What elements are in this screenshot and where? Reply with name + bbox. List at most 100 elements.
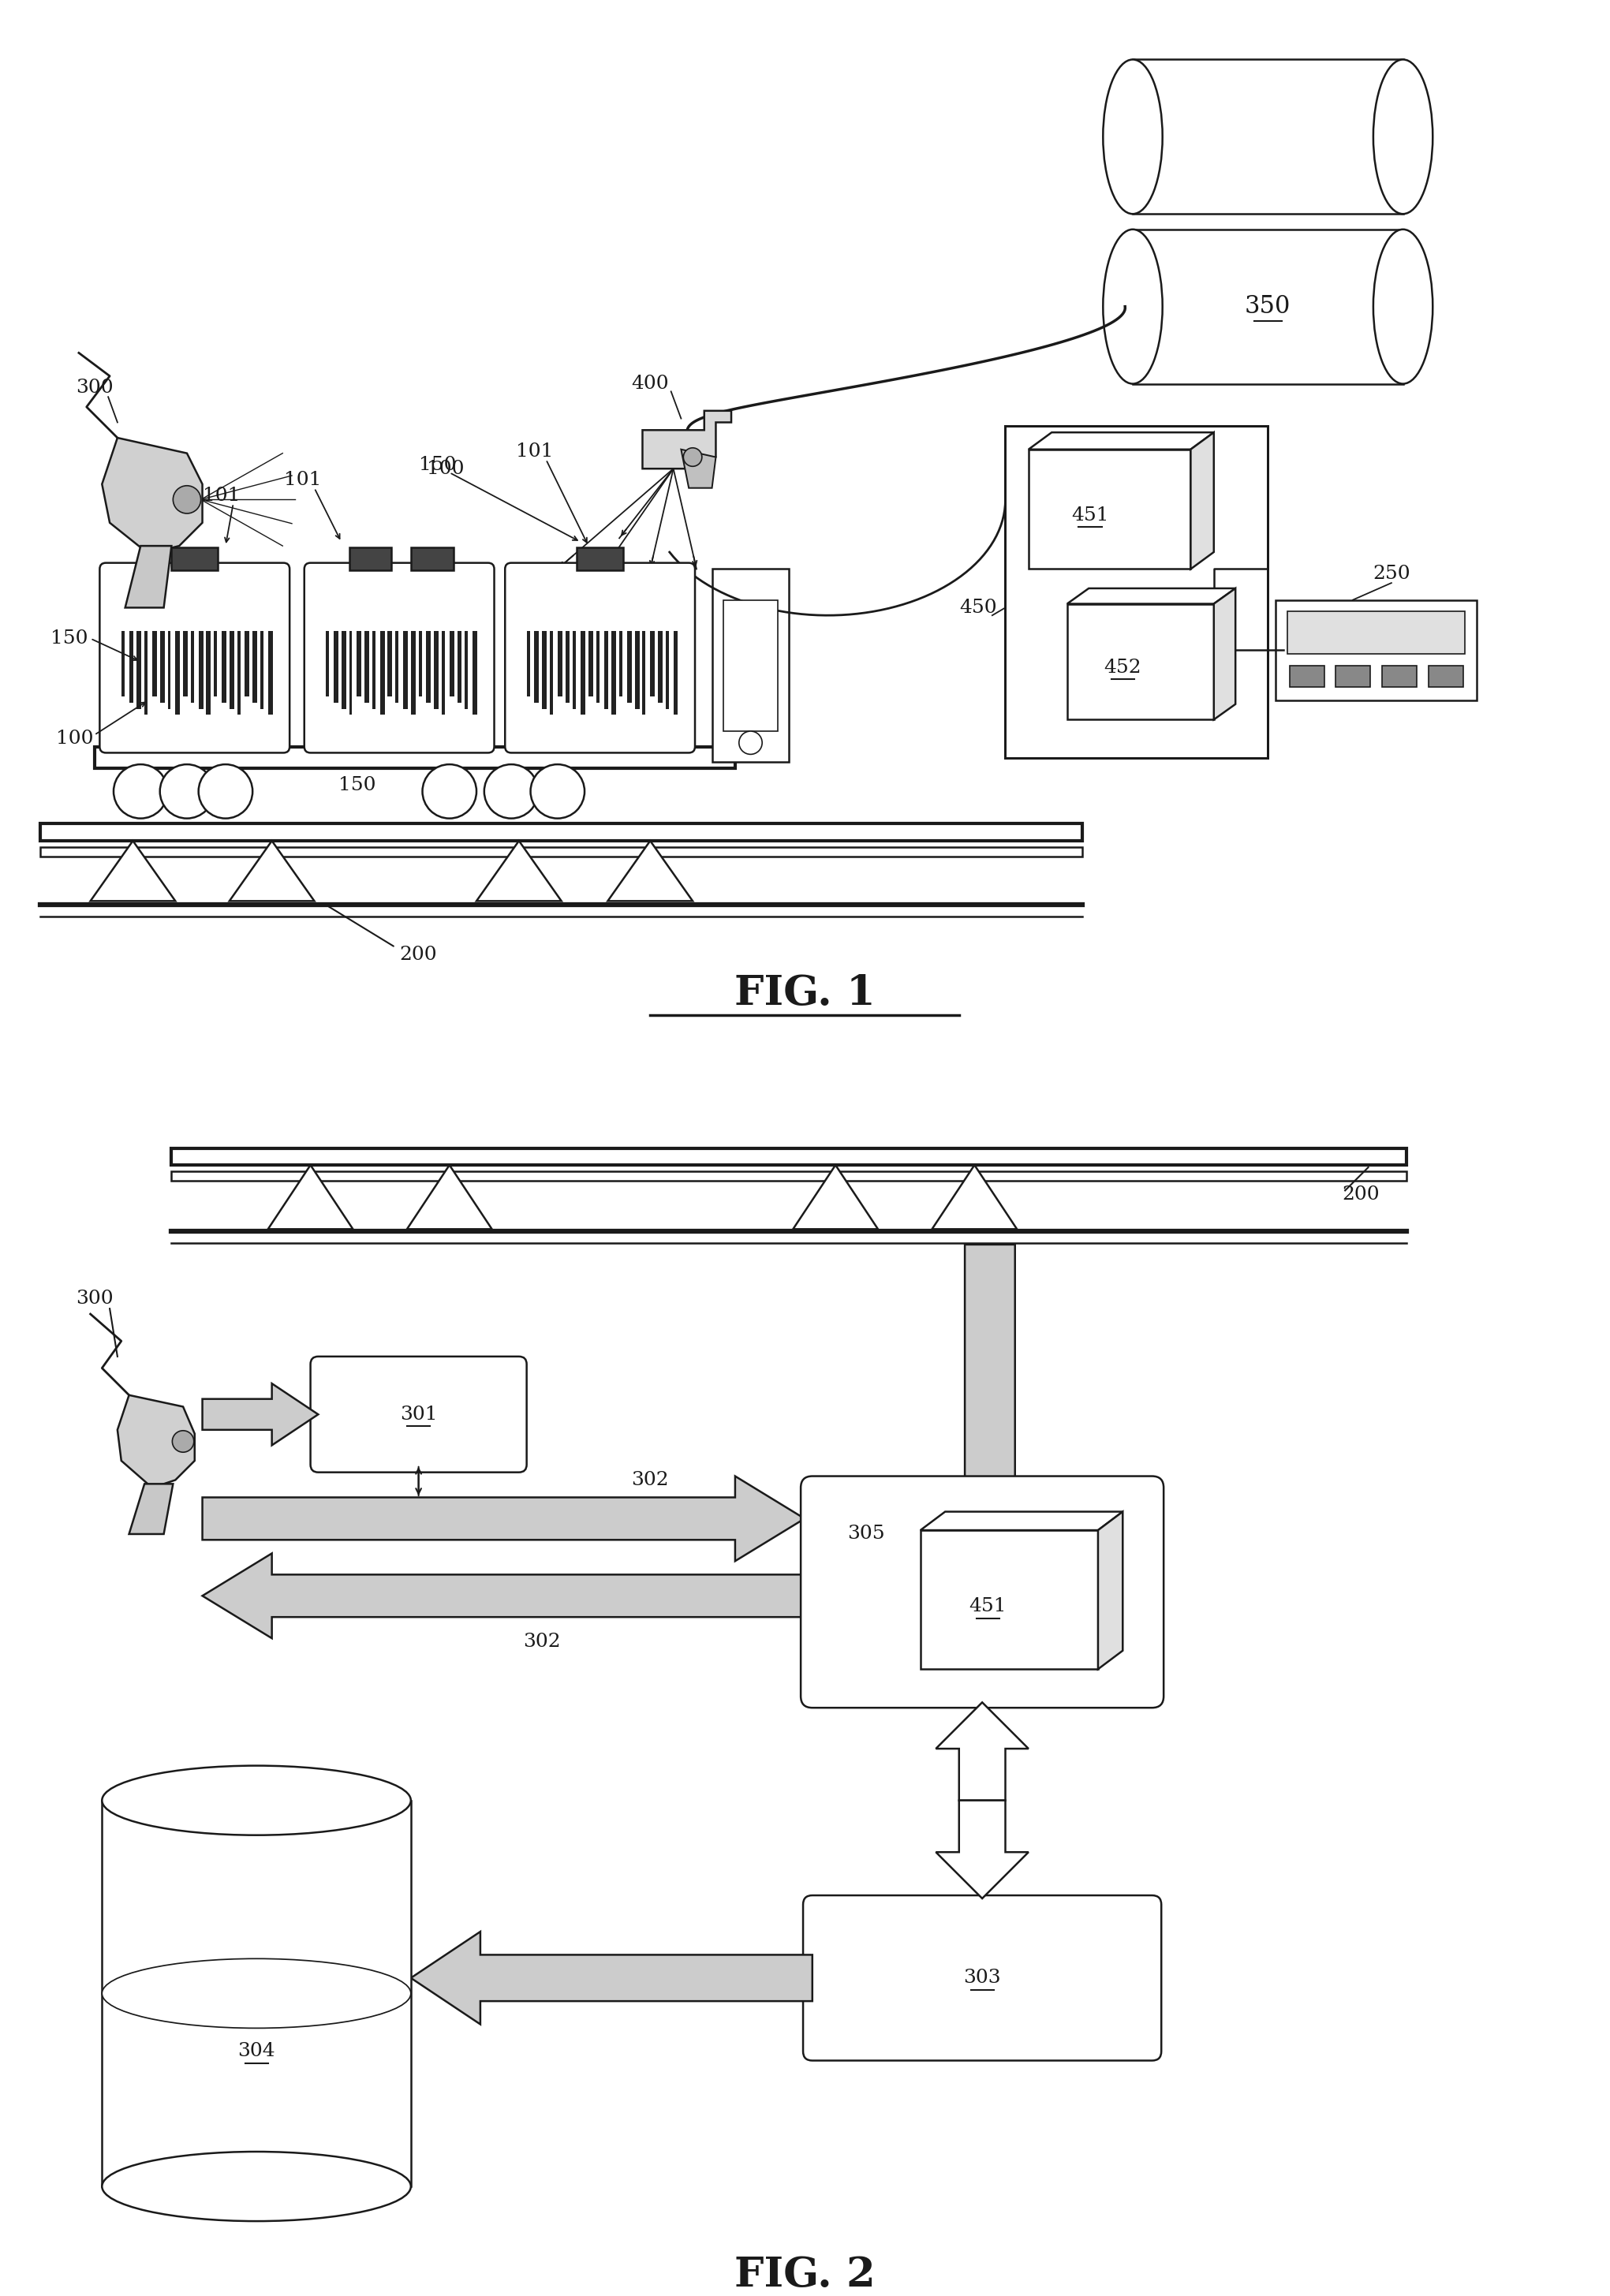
Bar: [1029, 450, 1191, 569]
FancyBboxPatch shape: [100, 563, 290, 753]
Bar: [465, 631, 469, 709]
Bar: [1428, 666, 1463, 687]
Bar: [40, 824, 1082, 840]
Polygon shape: [229, 840, 314, 900]
Text: 101: 101: [515, 443, 554, 461]
Ellipse shape: [172, 487, 201, 514]
Bar: [222, 631, 227, 703]
Text: 305: 305: [847, 1525, 886, 1543]
FancyBboxPatch shape: [311, 1357, 526, 1472]
Bar: [1005, 427, 1269, 758]
Bar: [658, 631, 663, 703]
Bar: [457, 631, 462, 703]
Polygon shape: [118, 1396, 195, 1488]
Bar: [1275, 599, 1476, 700]
Bar: [921, 1529, 1098, 1669]
Bar: [473, 631, 477, 714]
Ellipse shape: [1373, 60, 1433, 214]
Bar: [380, 631, 385, 714]
Text: 100: 100: [56, 730, 93, 748]
Bar: [581, 631, 586, 714]
Text: 451: 451: [969, 1598, 1006, 1616]
Bar: [576, 546, 623, 572]
Polygon shape: [203, 1554, 805, 1639]
Bar: [535, 631, 539, 703]
Text: 250: 250: [1373, 565, 1410, 583]
Bar: [267, 631, 272, 714]
Text: 200: 200: [399, 946, 438, 964]
Polygon shape: [1029, 432, 1214, 450]
Bar: [411, 546, 454, 572]
Bar: [573, 631, 576, 709]
Bar: [650, 631, 655, 696]
Bar: [95, 746, 736, 769]
Polygon shape: [1214, 588, 1235, 719]
Bar: [1290, 666, 1325, 687]
Bar: [341, 631, 346, 709]
Bar: [1133, 60, 1402, 214]
Bar: [626, 631, 631, 703]
FancyBboxPatch shape: [800, 1476, 1164, 1708]
Polygon shape: [935, 1701, 1029, 1800]
Bar: [214, 631, 217, 696]
Polygon shape: [794, 1164, 877, 1228]
Polygon shape: [642, 411, 731, 468]
Bar: [620, 631, 623, 696]
Text: FIG. 1: FIG. 1: [734, 974, 876, 1015]
Bar: [333, 631, 338, 703]
Text: 101: 101: [283, 471, 322, 489]
Bar: [325, 631, 328, 696]
FancyBboxPatch shape: [803, 1896, 1161, 2060]
Bar: [172, 1148, 1407, 1164]
Ellipse shape: [739, 730, 762, 755]
Text: 100: 100: [427, 459, 464, 478]
Bar: [526, 631, 530, 696]
Ellipse shape: [531, 765, 584, 817]
Bar: [612, 631, 617, 714]
Bar: [198, 631, 203, 709]
Text: 452: 452: [1104, 659, 1141, 677]
Bar: [543, 631, 547, 709]
Bar: [167, 631, 171, 709]
Text: 301: 301: [399, 1405, 438, 1424]
Text: 400: 400: [631, 374, 670, 393]
Polygon shape: [1098, 1511, 1122, 1669]
Bar: [427, 631, 431, 703]
Ellipse shape: [1103, 60, 1162, 214]
Text: 303: 303: [963, 1970, 1001, 1986]
Bar: [712, 569, 789, 762]
Bar: [588, 631, 592, 696]
Bar: [172, 1171, 1407, 1180]
Bar: [565, 631, 570, 703]
Ellipse shape: [101, 1958, 411, 2027]
Polygon shape: [129, 1483, 172, 1534]
Polygon shape: [477, 840, 562, 900]
Polygon shape: [921, 1511, 1122, 1529]
Text: 101: 101: [203, 487, 240, 505]
Text: 302: 302: [523, 1632, 560, 1651]
Bar: [1336, 666, 1370, 687]
FancyBboxPatch shape: [506, 563, 696, 753]
Bar: [121, 631, 124, 696]
Bar: [1067, 604, 1214, 719]
Text: 200: 200: [1341, 1185, 1380, 1203]
Polygon shape: [101, 439, 203, 553]
Polygon shape: [407, 1164, 493, 1228]
Text: 300: 300: [76, 379, 113, 397]
Text: 150: 150: [52, 629, 89, 647]
Bar: [665, 631, 668, 709]
Text: 150: 150: [338, 776, 375, 794]
Bar: [388, 631, 393, 696]
Bar: [364, 631, 369, 703]
Bar: [357, 631, 361, 696]
Bar: [101, 1800, 411, 2186]
Text: 451: 451: [1071, 505, 1109, 523]
Ellipse shape: [683, 448, 702, 466]
Bar: [184, 631, 188, 696]
Bar: [604, 631, 609, 709]
Bar: [419, 631, 422, 696]
Polygon shape: [203, 1476, 805, 1561]
Ellipse shape: [101, 1766, 411, 1835]
Bar: [245, 631, 250, 696]
Polygon shape: [940, 1244, 1040, 1557]
